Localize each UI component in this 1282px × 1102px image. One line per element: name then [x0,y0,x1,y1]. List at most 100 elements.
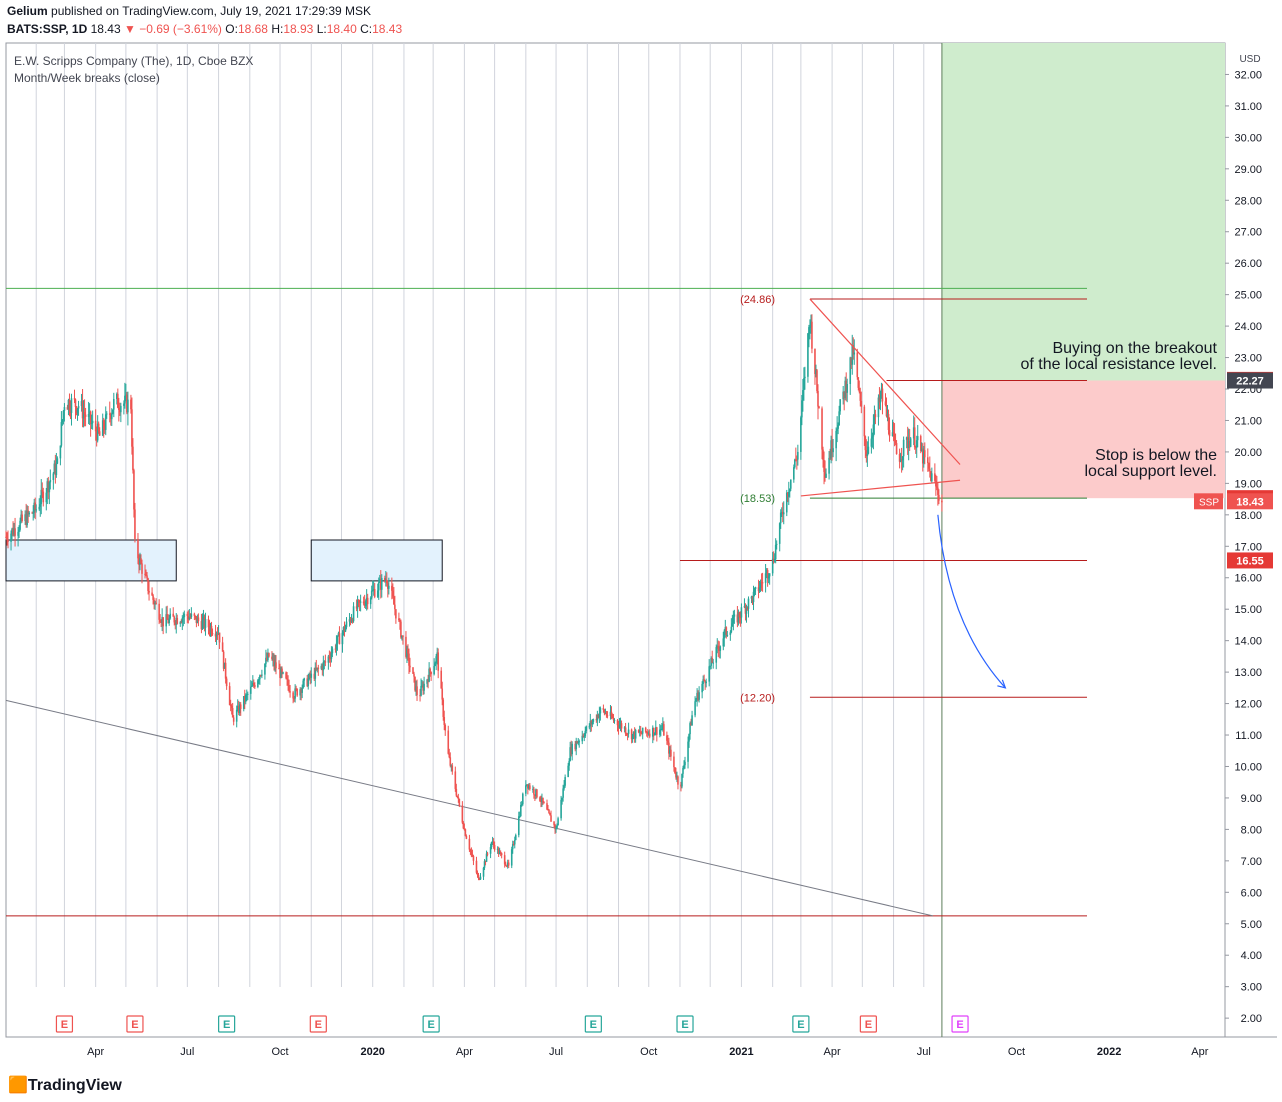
candle-body [292,692,294,699]
candle-body [489,847,492,854]
candle-body [21,514,23,521]
candle-body [660,729,662,731]
indicator-legend[interactable]: Month/Week breaks (close) [14,71,160,85]
candle-body [355,606,358,609]
candle-body [282,672,284,674]
candle-body [913,427,916,448]
candle-body [463,828,466,830]
candle-body [477,874,480,879]
candle-body [743,606,746,608]
candle-body [482,867,485,877]
tv-logo-icon: 🟧 [8,1077,28,1094]
candle-body [338,633,341,645]
candle-body [162,617,164,627]
candle-body [104,414,107,430]
candle-body [634,729,637,739]
candle-body [475,860,478,873]
candle-body [210,625,213,634]
candle-body [84,414,87,417]
candle-body [795,459,797,461]
candle-body [215,633,218,637]
candle-body [732,616,735,624]
x-tick-label: Jul [549,1046,563,1058]
candle-body [194,615,197,617]
candle-body [13,528,15,535]
candle-body [535,789,537,796]
tradingview-logo[interactable]: 🟧TradingView [8,1075,122,1095]
candle-body [17,531,19,536]
candle-body [751,596,754,603]
candle-body [428,668,430,682]
series-legend-title[interactable]: E.W. Scripps Company (The), 1D, Cboe BZX [14,54,254,68]
candle-body [547,809,549,811]
symbol: BATS:SSP, 1D [7,22,88,36]
candle-body [131,409,133,447]
candle-body [271,656,273,660]
candle-body [514,835,517,841]
candle-body [45,492,48,503]
candle-body [470,850,473,854]
y-tick-label: 15.00 [1234,604,1262,616]
candle-body [214,633,217,637]
candle-body [152,595,154,600]
x-tick-label: Jul [180,1046,194,1058]
close-value: 18.43 [372,22,403,36]
candle-body [513,840,516,845]
candle-body [10,533,12,542]
candle-body [698,692,700,700]
candle-body [264,663,266,675]
x-tick-label: 2020 [360,1046,384,1058]
candle-body [96,423,99,441]
candle-body [632,731,635,735]
candle-body [32,512,35,514]
candle-body [82,412,85,419]
candle-body [753,588,756,592]
candle-body [738,612,741,618]
candle-body [341,632,344,645]
candle-body [320,665,323,669]
candle-body [641,727,644,734]
candle-body [229,705,232,707]
candle-body [921,448,924,464]
price-level-label: (18.53) [740,493,775,505]
candle-body [257,680,259,688]
candle-body [413,673,415,677]
candle-body [652,727,655,736]
price-level-label: (12.20) [740,692,775,704]
candle-body [570,747,572,755]
candle-body [662,724,664,729]
candle-body [899,459,902,462]
candle-body [773,559,776,562]
y-tick-label: 6.00 [1241,887,1262,899]
candle-body [12,528,14,535]
candle-body [217,632,220,635]
earnings-marker-label: E [223,1019,230,1031]
publisher[interactable]: Gelium [7,4,48,18]
candle-body [230,705,233,709]
candle-body [147,578,149,591]
candle-body [504,864,507,866]
candle-body [577,741,580,744]
candle-body [589,720,592,727]
candle-body [138,558,140,565]
candle-body [244,694,247,702]
candle-body [125,394,127,396]
price-tag-label: 22.27 [1236,376,1264,388]
candle-body [895,443,898,455]
candle-body [520,804,522,817]
candle-body [280,668,282,678]
change: −0.69 (−3.61%) [139,22,222,36]
candle-body [511,844,514,850]
candle-body [893,433,896,440]
candle-body [656,727,658,735]
candle-body [468,838,471,850]
candle-body [900,459,903,461]
candle-body [221,642,224,652]
candle-body [772,558,775,562]
candle-body [902,439,905,457]
x-tick-label: Apr [824,1046,841,1058]
x-tick-label: Oct [271,1046,288,1058]
candle-body [74,399,77,407]
candle-body [680,784,682,787]
